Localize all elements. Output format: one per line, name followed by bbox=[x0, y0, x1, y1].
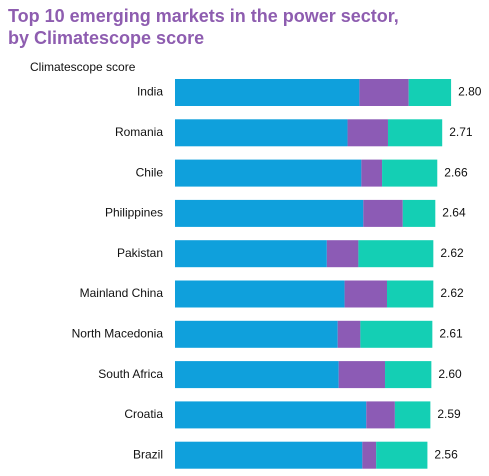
bar-segment bbox=[344, 280, 387, 308]
bar-segment bbox=[363, 199, 403, 227]
category-label: South Africa bbox=[98, 367, 163, 381]
category-label: India bbox=[137, 85, 163, 99]
bar-segment bbox=[175, 401, 367, 429]
total-label: 2.71 bbox=[449, 125, 473, 139]
bar-segment bbox=[394, 401, 431, 429]
bar-segment bbox=[175, 361, 339, 389]
bar-segment bbox=[175, 119, 348, 147]
category-label: Pakistan bbox=[117, 246, 163, 260]
bar-segment bbox=[366, 401, 395, 429]
bar-segment bbox=[360, 320, 433, 348]
bar-segment bbox=[326, 240, 359, 268]
total-label: 2.62 bbox=[440, 246, 464, 260]
bar-segment bbox=[347, 119, 388, 147]
category-label: Philippines bbox=[105, 206, 163, 220]
total-label: 2.61 bbox=[439, 326, 463, 340]
bar-segment bbox=[358, 240, 434, 268]
chart-title: by Climatescope score bbox=[8, 28, 204, 48]
category-label: Romania bbox=[115, 125, 163, 139]
bar-segment bbox=[361, 159, 383, 187]
bar-segment bbox=[175, 441, 363, 469]
bar-segment bbox=[175, 240, 327, 268]
bar-segment bbox=[338, 361, 386, 389]
chart-title: Top 10 emerging markets in the power sec… bbox=[8, 6, 399, 26]
total-label: 2.56 bbox=[434, 447, 458, 461]
category-label: North Macedonia bbox=[72, 326, 164, 340]
total-label: 2.59 bbox=[437, 407, 461, 421]
category-label: Mainland China bbox=[80, 286, 164, 300]
bar-segment bbox=[337, 320, 361, 348]
total-label: 2.80 bbox=[458, 85, 482, 99]
total-label: 2.62 bbox=[440, 286, 464, 300]
bar-segment bbox=[359, 79, 409, 106]
total-label: 2.66 bbox=[444, 165, 468, 179]
total-label: 2.60 bbox=[438, 367, 462, 381]
bar-segment bbox=[402, 199, 436, 227]
total-label: 2.64 bbox=[442, 206, 466, 220]
bar-segment bbox=[175, 199, 364, 227]
bar-segment bbox=[376, 441, 428, 469]
bar-segment bbox=[408, 79, 452, 106]
bar-segment bbox=[175, 79, 360, 106]
bar-segment bbox=[385, 361, 432, 389]
bar-segment bbox=[387, 119, 443, 147]
bar-segment bbox=[175, 159, 362, 187]
category-label: Brazil bbox=[133, 447, 163, 461]
bar-segment bbox=[175, 280, 345, 308]
axis-label: Climatescope score bbox=[30, 60, 136, 74]
category-label: Croatia bbox=[124, 407, 163, 421]
bar-segment bbox=[175, 320, 338, 348]
category-label: Chile bbox=[136, 165, 164, 179]
bar-segment bbox=[386, 280, 434, 308]
bar-segment bbox=[362, 441, 377, 469]
bar-segment bbox=[382, 159, 438, 187]
